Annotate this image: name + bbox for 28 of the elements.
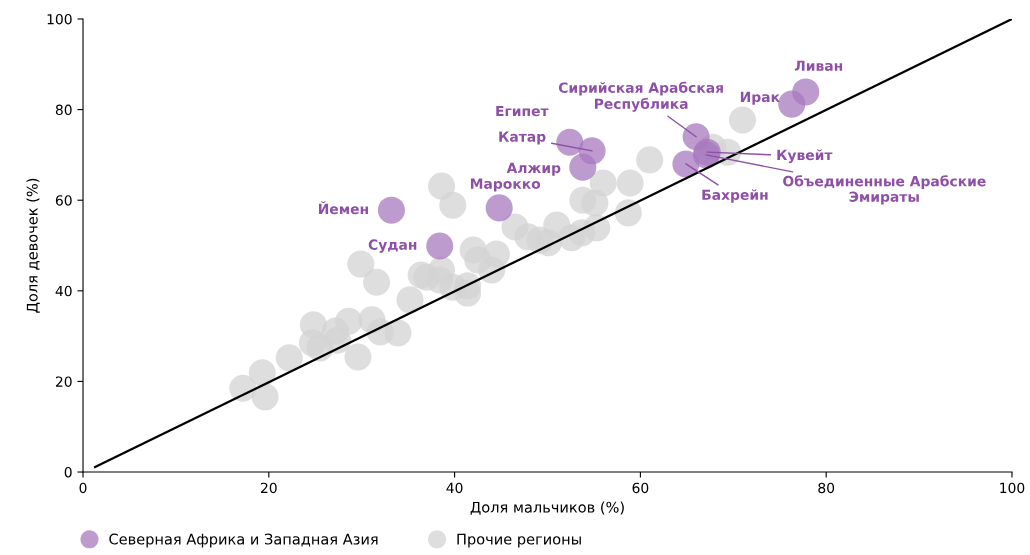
annotation: Йемен bbox=[319, 201, 368, 215]
x-tick-label: 100 bbox=[1000, 482, 1025, 494]
annotation: Египет bbox=[496, 105, 549, 117]
x-tick-label: 40 bbox=[446, 482, 463, 494]
x-tick-label: 20 bbox=[260, 482, 277, 494]
y-tick-label: 40 bbox=[55, 285, 72, 297]
annotation: Объединенные Арабские Эмираты bbox=[783, 175, 986, 205]
annotation: Сирийская Арабская Республика bbox=[558, 81, 723, 112]
x-tick-label: 80 bbox=[818, 482, 835, 494]
y-tick-label: 60 bbox=[55, 195, 72, 206]
annotation: Марокко bbox=[470, 178, 541, 192]
x-axis-title: Доля мальчиков (%) bbox=[470, 501, 624, 515]
x-tick-label: 0 bbox=[79, 482, 87, 494]
x-tick-label: 60 bbox=[632, 482, 649, 494]
annotation: Кувейт bbox=[777, 149, 833, 163]
annotation: Судан bbox=[368, 239, 417, 253]
legend-label: Северная Африка и Западная Азия bbox=[109, 533, 378, 548]
y-tick-label: 20 bbox=[55, 376, 72, 387]
annotation: Катар bbox=[499, 131, 546, 145]
legend-label: Прочие регионы bbox=[457, 533, 581, 548]
y-tick-label: 80 bbox=[55, 104, 72, 116]
annotation: Ирак bbox=[740, 91, 780, 105]
y-tick-label: 100 bbox=[47, 13, 72, 25]
annotation: Бахрейн bbox=[702, 189, 768, 203]
annotation: Ливан bbox=[794, 60, 843, 71]
y-axis-title: Доля девочек (%) bbox=[26, 178, 40, 313]
y-tick-label: 0 bbox=[64, 467, 72, 478]
annotation: Алжир bbox=[506, 162, 561, 176]
